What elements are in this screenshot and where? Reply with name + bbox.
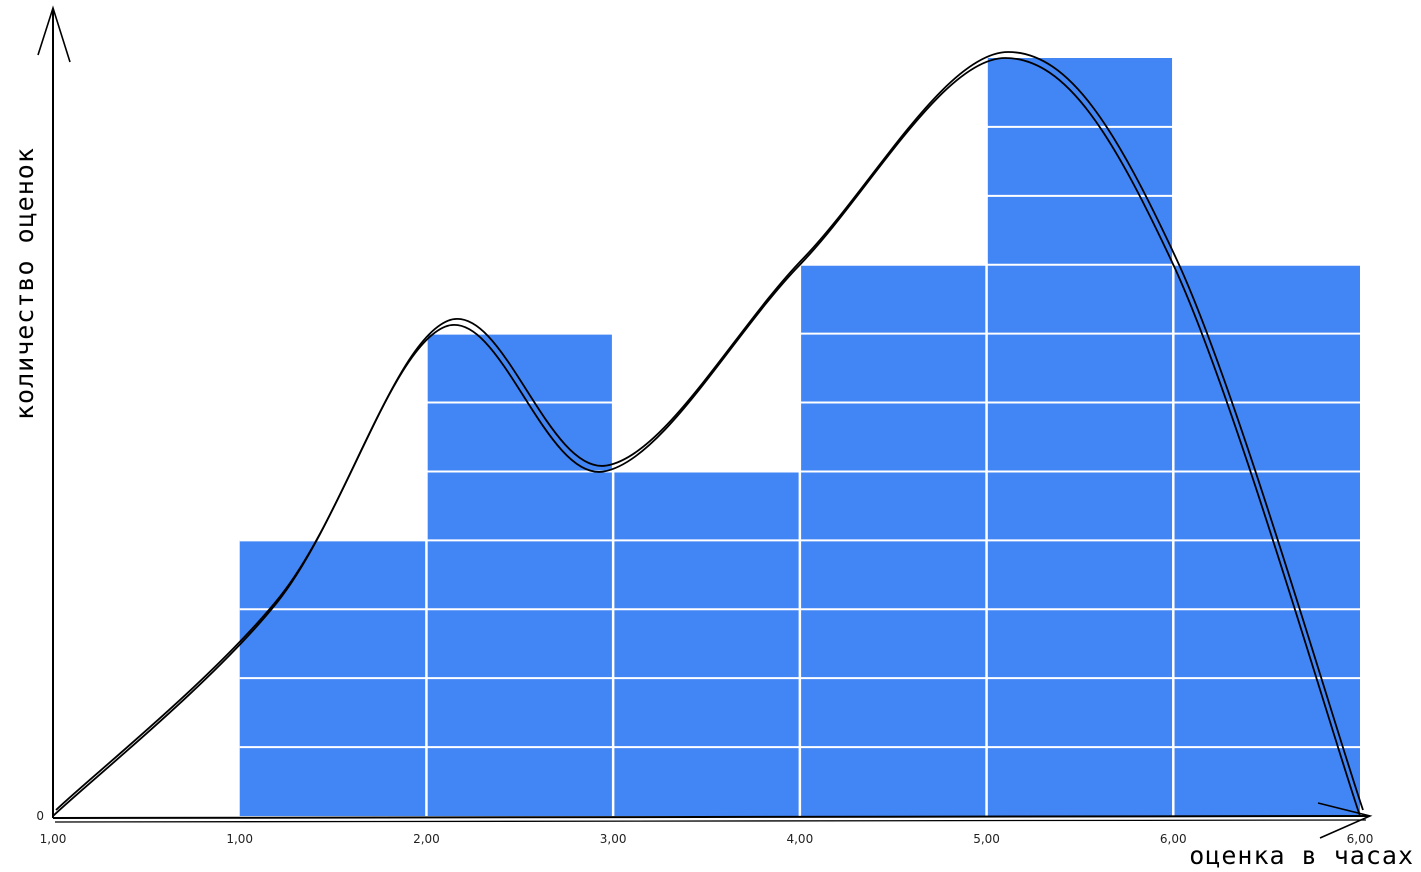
x-axis-line-outline [54, 819, 1367, 823]
x-tick-label: 6,00 [1347, 832, 1374, 846]
axes-group [37, 5, 1373, 839]
histogram-bar-3 [613, 471, 800, 816]
histogram-bar-2 [426, 333, 614, 816]
x-tick-label: 4,00 [786, 832, 813, 846]
x-tick-label: 1,00 [226, 832, 253, 846]
y-axis-arrow-icon [37, 5, 71, 63]
x-axis-line [52, 815, 1369, 819]
x-tick-label: 5,00 [973, 832, 1000, 846]
density-curve-outline [55, 51, 1364, 811]
tick-labels-group: 1,00 1,00 2,00 3,00 4,00 5,00 6,00 6,00 0 [36, 809, 1373, 846]
x-tick-label: 6,00 [1160, 832, 1187, 846]
x-axis-title: оценка в часах [1189, 841, 1414, 870]
x-tick-label: 2,00 [413, 832, 440, 846]
histogram-bar-5 [986, 58, 1174, 816]
curve-group [52, 51, 1364, 817]
x-tick-label: 1,00 [40, 832, 67, 846]
gridlines-group [239, 58, 1360, 816]
y-axis-title: количество оценок [10, 147, 39, 420]
x-tick-label: 3,00 [600, 832, 627, 846]
y-tick-label: 0 [36, 809, 44, 823]
x-axis-arrow-icon [1317, 802, 1373, 839]
